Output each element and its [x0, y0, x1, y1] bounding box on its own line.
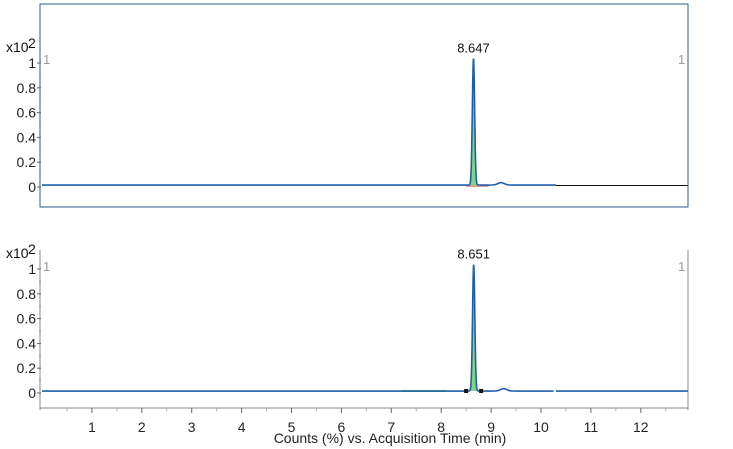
marker-left: 1 — [43, 52, 50, 67]
marker-right: 1 — [678, 52, 685, 67]
y-tick-label: 0.6 — [17, 105, 37, 121]
y-tick-label: 1 — [28, 261, 36, 277]
y-tick-label: 0.4 — [17, 335, 37, 351]
y-tick-label: 0.4 — [17, 129, 37, 145]
chromatogram-panel-top: x10 2 1 1 0 0.2 0.4 0.6 0.8 1 8.647 — [6, 3, 689, 208]
y-tick-label: 1 — [28, 55, 36, 71]
y-axis-ticks: 0 0.2 0.4 0.6 0.8 1 — [17, 55, 41, 195]
peak-integration-area — [466, 59, 489, 186]
y-tick-label: 0.2 — [17, 154, 37, 170]
x-tick-label: 10 — [533, 419, 549, 435]
x-axis-title: Counts (%) vs. Acquisition Time (min) — [274, 430, 507, 446]
integration-marker — [479, 389, 484, 394]
x-tick-label: 11 — [584, 419, 599, 435]
y-tick-label: 0.8 — [17, 286, 37, 302]
y-tick-label: 0.6 — [17, 311, 37, 327]
x-tick-label: 5 — [288, 419, 296, 435]
plot-area — [42, 58, 688, 188]
chromatogram-trace — [42, 264, 554, 392]
marker-left: 1 — [43, 259, 50, 274]
panel-frame — [39, 3, 689, 208]
y-tick-label: 0.2 — [17, 360, 37, 376]
peak-label: 8.647 — [457, 41, 490, 56]
scale-label: x10 — [6, 39, 29, 55]
x-tick-label: 2 — [138, 419, 146, 435]
integration-marker — [464, 389, 469, 394]
y-tick-label: 0 — [28, 385, 36, 401]
x-tick-label: 7 — [387, 419, 395, 435]
x-tick-label: 4 — [238, 419, 246, 435]
marker-right: 1 — [678, 259, 685, 274]
peak-integration-area — [466, 264, 482, 392]
scale-label: x10 — [6, 245, 29, 261]
x-axis-ticks: 1 2 3 4 5 6 7 8 9 10 11 12 — [66, 408, 667, 435]
x-tick-label: 12 — [633, 419, 649, 435]
scale-exponent: 2 — [28, 241, 36, 257]
y-tick-label: 0 — [28, 179, 36, 195]
x-tick-label: 1 — [88, 419, 96, 435]
x-tick-label: 3 — [188, 419, 196, 435]
peak-label: 8.651 — [457, 247, 490, 262]
x-tick-label: 8 — [437, 419, 445, 435]
chromatogram-panel-bottom: x10 2 1 1 00.20.40.60.81 1 2 3 4 5 6 7 8 9 10 11 12… — [6, 241, 689, 446]
x-tick-label: 6 — [338, 419, 346, 435]
x-tick-label: 9 — [487, 419, 495, 435]
y-tick-label: 0.8 — [17, 80, 37, 96]
scale-exponent: 2 — [28, 35, 36, 51]
plot-area — [42, 264, 688, 394]
chromatogram-trace — [42, 58, 556, 186]
y-axis-ticks: 0 0.2 0.4 0.6 0.8 1 — [17, 261, 41, 401]
